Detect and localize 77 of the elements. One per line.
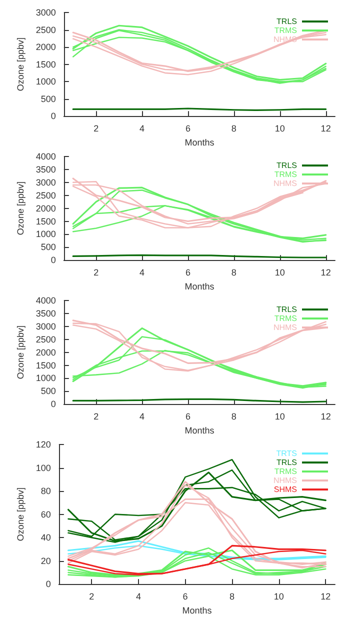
x-axis-title: Months bbox=[184, 282, 215, 292]
y-tick-label: 500 bbox=[40, 242, 56, 252]
x-tick-label: 10 bbox=[274, 412, 285, 422]
legend-label: TRMS bbox=[274, 467, 297, 476]
y-tick-label: 20 bbox=[40, 556, 51, 566]
x-tick-label: 6 bbox=[182, 592, 188, 602]
y-tick-label: 0 bbox=[50, 399, 56, 410]
y-tick-label: 4000 bbox=[36, 152, 56, 162]
legend-label: TRLS bbox=[276, 305, 297, 314]
x-tick-label: 8 bbox=[231, 124, 236, 134]
y-tick-label: 2500 bbox=[36, 24, 56, 35]
x-tick-label: 6 bbox=[185, 268, 190, 278]
y-tick-label: 1500 bbox=[36, 360, 56, 370]
x-axis-title: Months bbox=[184, 426, 215, 436]
legend-label: NHMS bbox=[273, 323, 297, 332]
y-tick-label: 80 bbox=[40, 486, 51, 496]
y-tick-label: 0 bbox=[50, 111, 56, 122]
y-tick-label: 2000 bbox=[36, 203, 56, 214]
legend-label: NHMS bbox=[273, 476, 297, 485]
x-tick-label: 12 bbox=[320, 124, 331, 134]
y-tick-label: 3000 bbox=[36, 8, 56, 18]
y-tick-label: 3000 bbox=[36, 321, 56, 332]
x-tick-label: 6 bbox=[185, 124, 190, 134]
x-tick-label: 2 bbox=[94, 412, 99, 422]
x-tick-label: 4 bbox=[140, 412, 145, 422]
y-tick-label: 1500 bbox=[36, 59, 56, 70]
legend-label: TRMS bbox=[274, 170, 297, 179]
y-tick-label: 3500 bbox=[36, 164, 56, 174]
y-tick-label: 100 bbox=[36, 462, 51, 473]
y-tick-label: 0 bbox=[46, 579, 51, 590]
legend-label: TRLS bbox=[276, 17, 297, 26]
y-tick-label: 2500 bbox=[36, 190, 56, 200]
x-tick-label: 12 bbox=[320, 412, 331, 422]
x-tick-label: 4 bbox=[140, 124, 145, 134]
x-tick-label: 10 bbox=[274, 124, 285, 134]
y-axis-title: Ozone [ppbv] bbox=[16, 488, 26, 542]
y-tick-label: 60 bbox=[40, 509, 51, 520]
x-tick-label: 8 bbox=[231, 412, 236, 422]
y-tick-label: 2000 bbox=[36, 42, 56, 52]
y-tick-label: 3000 bbox=[36, 177, 56, 188]
legend-label: TRLS bbox=[276, 161, 297, 170]
x-tick-label: 4 bbox=[140, 268, 145, 278]
y-tick-label: 3500 bbox=[36, 308, 56, 318]
x-tick-label: 8 bbox=[231, 268, 236, 278]
y-tick-label: 2000 bbox=[36, 347, 56, 358]
legend-label: SHMS bbox=[274, 485, 297, 494]
x-tick-label: 12 bbox=[320, 592, 331, 602]
legend-label: NHMS bbox=[273, 179, 297, 188]
x-tick-label: 8 bbox=[230, 592, 235, 602]
legend-label: TRLS bbox=[276, 458, 297, 467]
y-tick-label: 2500 bbox=[36, 334, 56, 344]
x-tick-label: 2 bbox=[94, 268, 99, 278]
y-tick-label: 1000 bbox=[36, 373, 56, 384]
x-tick-label: 10 bbox=[274, 268, 285, 278]
y-tick-label: 4000 bbox=[36, 296, 56, 306]
legend-label: TRMS bbox=[274, 26, 297, 35]
x-tick-label: 12 bbox=[320, 268, 331, 278]
x-tick-label: 4 bbox=[136, 592, 141, 602]
x-axis-title: Months bbox=[184, 138, 215, 148]
x-tick-label: 2 bbox=[94, 124, 99, 134]
y-axis-title: Ozone [ppbv] bbox=[16, 182, 26, 236]
x-tick-label: 6 bbox=[185, 412, 190, 422]
y-tick-label: 1500 bbox=[36, 216, 56, 226]
y-axis-title: Ozone [ppbv] bbox=[16, 38, 26, 92]
y-tick-label: 120 bbox=[36, 440, 51, 450]
x-tick-label: 2 bbox=[89, 592, 94, 602]
y-axis-title: Ozone [ppbv] bbox=[16, 326, 26, 380]
y-tick-label: 500 bbox=[40, 386, 56, 396]
y-tick-label: 40 bbox=[40, 532, 51, 543]
legend-label: TRTS bbox=[276, 449, 297, 458]
x-axis-title: Months bbox=[182, 606, 212, 616]
y-tick-label: 0 bbox=[50, 255, 56, 266]
y-tick-label: 500 bbox=[40, 94, 56, 104]
y-tick-label: 1000 bbox=[36, 76, 56, 87]
y-tick-label: 1000 bbox=[36, 229, 56, 240]
x-tick-label: 10 bbox=[274, 592, 284, 602]
legend-label: TRMS bbox=[274, 314, 297, 323]
